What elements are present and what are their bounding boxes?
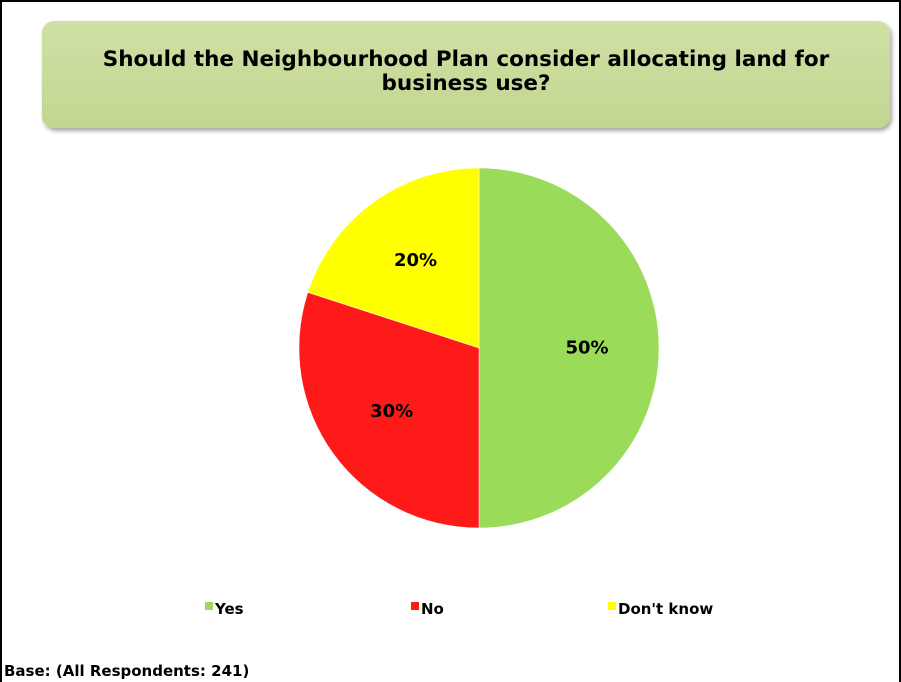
chart-title: Should the Neighbourhood Plan consider a… [102, 46, 830, 96]
slice-label-dont-know: 20% [394, 250, 437, 271]
title-box: Should the Neighbourhood Plan consider a… [42, 21, 890, 128]
pie-slice-dont-know [307, 167, 480, 349]
legend-label-dont-know: Don't know [618, 600, 714, 618]
legend-item-yes: Yes [205, 600, 244, 618]
legend-item-no: No [411, 600, 444, 618]
legend-label-yes: Yes [215, 600, 244, 618]
legend-swatch-yes [205, 602, 213, 610]
pie-slice-yes [478, 167, 660, 529]
pie-slice-no [298, 292, 480, 529]
legend-swatch-dont-know [608, 602, 616, 610]
legend-swatch-no [411, 602, 419, 610]
legend-label-no: No [421, 600, 444, 618]
slice-label-no: 30% [370, 401, 413, 422]
slice-label-yes: 50% [565, 338, 608, 359]
base-note: Base: (All Respondents: 241) [4, 662, 250, 680]
legend-item-dont-know: Don't know [608, 600, 713, 618]
